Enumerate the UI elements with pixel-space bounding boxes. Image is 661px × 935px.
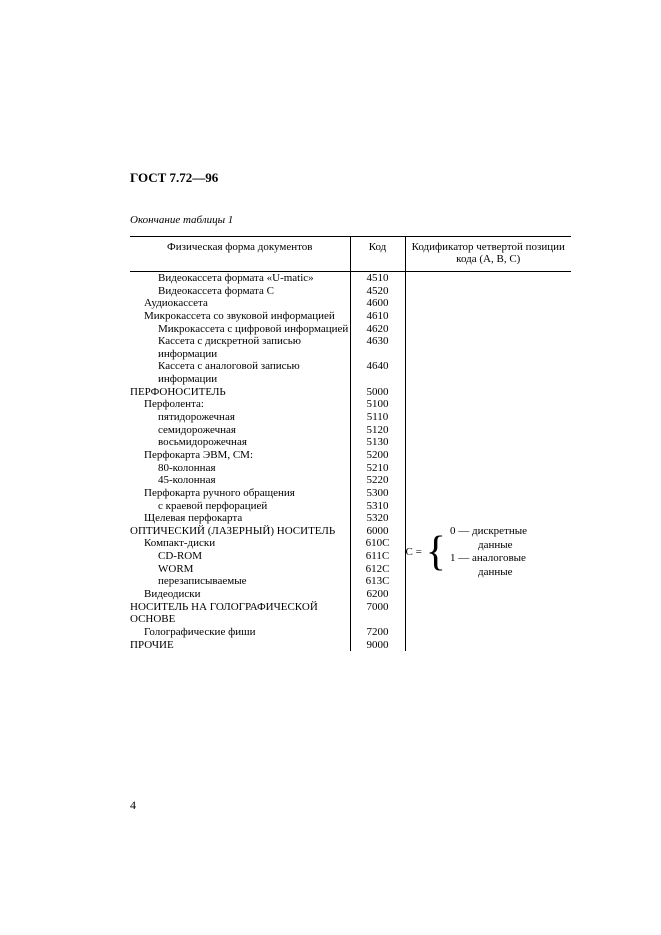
table-caption: Окончание таблицы 1: [130, 214, 571, 226]
code-value: 4610: [350, 310, 405, 323]
form-text: Кассета с аналоговой записью информации: [130, 360, 350, 385]
form-text: Перфолента:: [130, 398, 350, 411]
form-text: Микрокассета с цифровой информацией: [130, 323, 350, 336]
code-value: 4520: [350, 285, 405, 298]
codifier-option: 0 — дискретныеданные: [450, 525, 527, 553]
form-text: Аудиокассета: [130, 297, 350, 310]
code-value: 6000: [350, 525, 405, 538]
form-text: Кассета с дискретной записью информации: [130, 335, 350, 360]
code-value: 5100: [350, 398, 405, 411]
form-text: WORM: [130, 563, 350, 576]
col-header-codifier: Кодификатор четвертой позиции кода (А, В…: [405, 237, 571, 272]
table-row: НОСИТЕЛЬ НА ГОЛОГРАФИЧЕСКОЙ ОСНОВЕ7000: [130, 601, 571, 626]
code-value: 5220: [350, 474, 405, 487]
form-text: 45-колонная: [130, 474, 350, 487]
form-text: НОСИТЕЛЬ НА ГОЛОГРАФИЧЕСКОЙ ОСНОВЕ: [130, 601, 350, 626]
table-row: Видеокассета формата «U-matic»4510: [130, 272, 571, 285]
form-text: перезаписываемые: [130, 575, 350, 588]
code-value: 5300: [350, 487, 405, 500]
code-value: 5210: [350, 462, 405, 475]
standard-header: ГОСТ 7.72—96: [130, 170, 571, 186]
col-header-code: Код: [350, 237, 405, 272]
page-number: 4: [130, 798, 136, 813]
classification-table: Физическая форма документов Код Кодифика…: [130, 236, 571, 651]
codifier-cell: С = {0 — дискретныеданные1 — аналоговыеда…: [405, 525, 571, 601]
code-value: 610С: [350, 537, 405, 550]
code-value: 5200: [350, 449, 405, 462]
code-value: 5130: [350, 436, 405, 449]
form-text: CD-ROM: [130, 550, 350, 563]
code-value: 4630: [350, 335, 405, 360]
codifier-empty: [405, 272, 571, 525]
form-text: ПЕРФОНОСИТЕЛЬ: [130, 386, 350, 399]
code-value: 4640: [350, 360, 405, 385]
form-text: Микрокассета со звуковой информацией: [130, 310, 350, 323]
codifier-option: 1 — аналоговыеданные: [450, 552, 527, 580]
form-text: Перфокарта ЭВМ, СМ:: [130, 449, 350, 462]
code-value: 5110: [350, 411, 405, 424]
code-value: 5000: [350, 386, 405, 399]
form-text: Компакт-диски: [130, 537, 350, 550]
code-value: 612С: [350, 563, 405, 576]
code-value: 5120: [350, 424, 405, 437]
form-text: Щелевая перфокарта: [130, 512, 350, 525]
form-text: ОПТИЧЕСКИЙ (ЛАЗЕРНЫЙ) НОСИТЕЛЬ: [130, 525, 350, 538]
code-value: 4510: [350, 272, 405, 285]
code-value: 6200: [350, 588, 405, 601]
code-value: 611С: [350, 550, 405, 563]
form-text: 80-колонная: [130, 462, 350, 475]
code-value: 613С: [350, 575, 405, 588]
code-value: 7200: [350, 626, 405, 639]
code-value: 4620: [350, 323, 405, 336]
form-text: Видеокассета формата «U-matic»: [130, 272, 350, 285]
form-text: пятидорожечная: [130, 411, 350, 424]
table-row: ОПТИЧЕСКИЙ (ЛАЗЕРНЫЙ) НОСИТЕЛЬ6000С ={0 …: [130, 525, 571, 538]
col-header-form: Физическая форма документов: [130, 237, 350, 272]
brace-icon: {: [426, 541, 446, 564]
form-text: Перфокарта ручного обращения: [130, 487, 350, 500]
form-text: Видеокассета формата С: [130, 285, 350, 298]
code-value: 7000: [350, 601, 405, 626]
form-text: Голографические фиши: [130, 626, 350, 639]
form-text: Видеодиски: [130, 588, 350, 601]
code-value: 9000: [350, 639, 405, 652]
code-value: 4600: [350, 297, 405, 310]
form-text: с краевой перфорацией: [130, 500, 350, 513]
code-value: 5310: [350, 500, 405, 513]
form-text: семидорожечная: [130, 424, 350, 437]
codifier-empty-after: [405, 601, 571, 652]
form-text: восьмидорожечная: [130, 436, 350, 449]
form-text: ПРОЧИЕ: [130, 639, 350, 652]
code-value: 5320: [350, 512, 405, 525]
codifier-prefix: С =: [406, 546, 422, 559]
